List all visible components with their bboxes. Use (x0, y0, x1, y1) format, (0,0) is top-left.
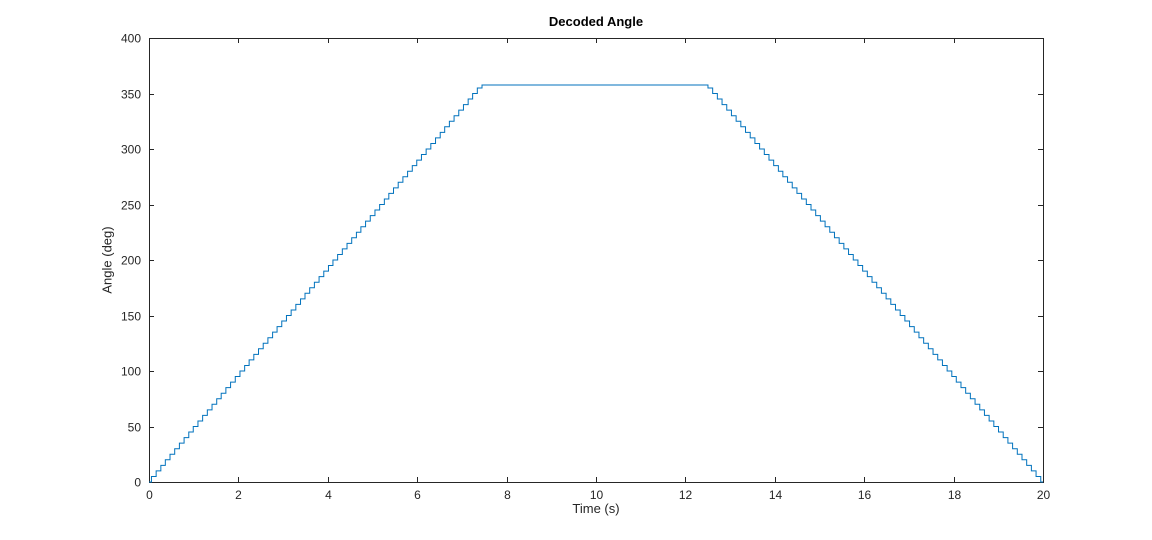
y-tick-label: 250 (121, 199, 141, 213)
x-tick-label: 20 (1037, 488, 1051, 502)
y-tick-label: 300 (121, 143, 141, 157)
chart-title: Decoded Angle (548, 14, 644, 29)
x-tick-label: 12 (679, 488, 693, 502)
x-tick-label: 6 (414, 488, 421, 502)
y-tick-label: 0 (134, 476, 141, 490)
y-tick-label: 200 (121, 254, 141, 268)
y-tick-label: 50 (128, 421, 142, 435)
x-tick-label: 2 (235, 488, 242, 502)
x-tick-label: 0 (146, 488, 153, 502)
x-tick-label: 8 (504, 488, 511, 502)
x-tick-label: 18 (948, 488, 962, 502)
y-tick-label: 150 (121, 310, 141, 324)
x-tick-label: 14 (769, 488, 783, 502)
y-tick-label: 350 (121, 88, 141, 102)
x-axis-label: Time (s) (572, 501, 620, 516)
y-tick-label: 400 (121, 32, 141, 46)
x-tick-label: 4 (325, 488, 332, 502)
y-tick-label: 100 (121, 365, 141, 379)
y-axis-label: Angle (deg) (99, 226, 115, 294)
decoded-angle-line (149, 84, 1043, 483)
x-tick-label: 10 (590, 488, 604, 502)
x-tick-label: 16 (858, 488, 872, 502)
axes-box (149, 38, 1044, 483)
